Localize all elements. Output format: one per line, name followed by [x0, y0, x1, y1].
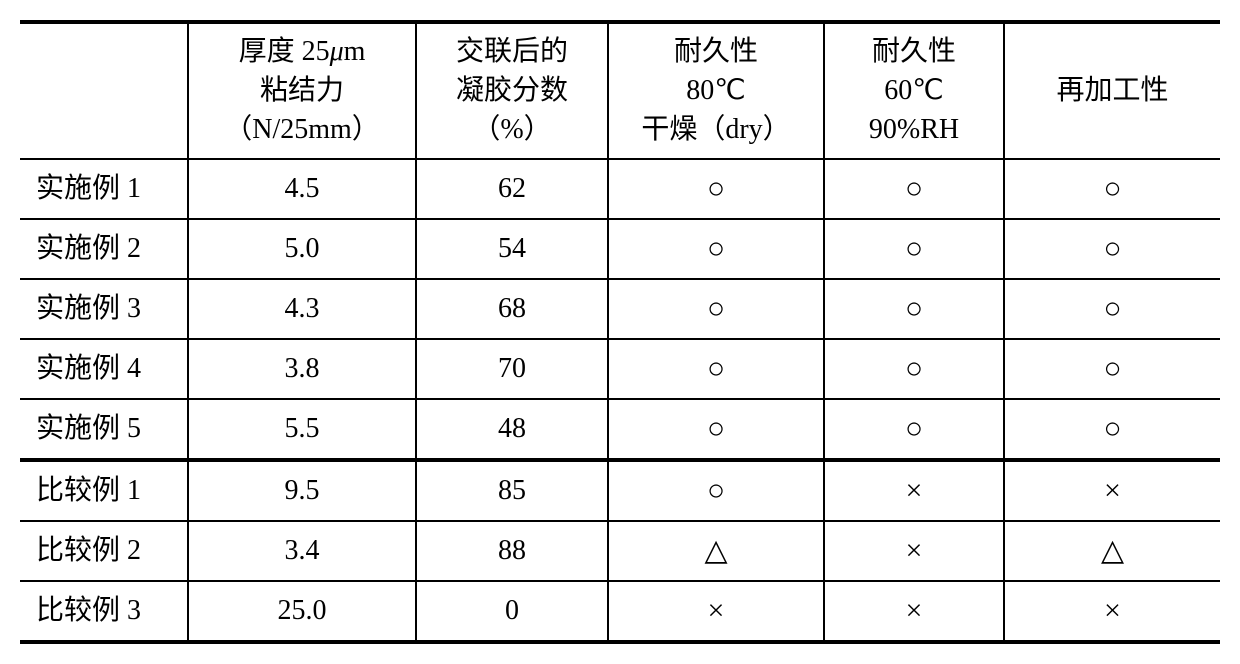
row-label: 比较例 3 [20, 581, 188, 642]
header-durability-80c: 耐久性 80℃ 干燥（dry） [608, 22, 824, 159]
cell-value: × [824, 521, 1004, 581]
cell-value: ○ [824, 339, 1004, 399]
status-symbol: × [906, 474, 923, 507]
status-symbol: △ [1101, 534, 1124, 567]
cell-value: 0 [416, 581, 608, 642]
status-symbol: ○ [1103, 292, 1121, 325]
status-symbol: ○ [707, 172, 725, 205]
status-symbol: × [906, 534, 923, 567]
status-symbol: ○ [905, 412, 923, 445]
cell-value: × [824, 581, 1004, 642]
cell-value: 4.5 [188, 159, 416, 219]
status-symbol: ○ [1103, 232, 1121, 265]
cell-value: × [824, 460, 1004, 521]
cell-value: △ [608, 521, 824, 581]
status-symbol: ○ [1103, 172, 1121, 205]
cell-value: ○ [1004, 339, 1220, 399]
cell-value: 48 [416, 399, 608, 460]
cell-value: 62 [416, 159, 608, 219]
cell-value: ○ [608, 219, 824, 279]
status-symbol: × [1104, 594, 1121, 627]
cell-value: × [1004, 460, 1220, 521]
status-symbol: ○ [905, 232, 923, 265]
header-thickness-line3: （N/25mm） [201, 110, 403, 149]
cell-value: 3.8 [188, 339, 416, 399]
cell-value: ○ [608, 279, 824, 339]
status-symbol: ○ [905, 292, 923, 325]
cell-value: ○ [1004, 219, 1220, 279]
cell-value: 9.5 [188, 460, 416, 521]
header-gel-fraction: 交联后的 凝胶分数 （%） [416, 22, 608, 159]
cell-value: 4.3 [188, 279, 416, 339]
status-symbol: ○ [707, 352, 725, 385]
row-label: 实施例 2 [20, 219, 188, 279]
cell-value: ○ [608, 460, 824, 521]
cell-value: 25.0 [188, 581, 416, 642]
header-reworkability: 再加工性 [1004, 22, 1220, 159]
table-body: 实施例 14.562○○○实施例 25.054○○○实施例 34.368○○○实… [20, 159, 1220, 642]
table-row: 实施例 14.562 ○ ○ ○ [20, 159, 1220, 219]
cell-value: 3.4 [188, 521, 416, 581]
status-symbol: ○ [1103, 412, 1121, 445]
status-symbol: ○ [707, 412, 725, 445]
status-symbol: ○ [905, 172, 923, 205]
table-row: 实施例 25.054 ○ ○ ○ [20, 219, 1220, 279]
data-table-container: 厚度 25μm 粘结力 （N/25mm） 交联后的 凝胶分数 （%） 耐久性 8… [20, 20, 1220, 644]
table-row: 实施例 55.548 ○ ○ ○ [20, 399, 1220, 460]
row-label: 实施例 3 [20, 279, 188, 339]
row-label: 实施例 4 [20, 339, 188, 399]
cell-value: 68 [416, 279, 608, 339]
status-symbol: ○ [707, 292, 725, 325]
status-symbol: ○ [1103, 352, 1121, 385]
row-label: 实施例 5 [20, 399, 188, 460]
cell-value: ○ [608, 399, 824, 460]
cell-value: ○ [1004, 159, 1220, 219]
header-row: 厚度 25μm 粘结力 （N/25mm） 交联后的 凝胶分数 （%） 耐久性 8… [20, 22, 1220, 159]
cell-value: ○ [1004, 399, 1220, 460]
cell-value: 54 [416, 219, 608, 279]
table-row: 比较例 325.00 × × × [20, 581, 1220, 642]
cell-value: 85 [416, 460, 608, 521]
table-row: 实施例 34.368 ○ ○ ○ [20, 279, 1220, 339]
cell-value: ○ [824, 219, 1004, 279]
cell-value: ○ [608, 339, 824, 399]
row-label: 比较例 1 [20, 460, 188, 521]
cell-value: 70 [416, 339, 608, 399]
data-table: 厚度 25μm 粘结力 （N/25mm） 交联后的 凝胶分数 （%） 耐久性 8… [20, 20, 1220, 644]
header-durability-60c: 耐久性 60℃ 90%RH [824, 22, 1004, 159]
cell-value: 5.0 [188, 219, 416, 279]
row-label: 比较例 2 [20, 521, 188, 581]
cell-value: ○ [824, 159, 1004, 219]
cell-value: ○ [824, 399, 1004, 460]
cell-value: × [608, 581, 824, 642]
status-symbol: ○ [707, 232, 725, 265]
table-row: 实施例 43.870 ○ ○ ○ [20, 339, 1220, 399]
header-thickness-line2: 粘结力 [201, 71, 403, 110]
status-symbol: ○ [707, 474, 725, 507]
header-empty [20, 22, 188, 159]
cell-value: × [1004, 581, 1220, 642]
cell-value: △ [1004, 521, 1220, 581]
status-symbol: × [708, 594, 725, 627]
cell-value: 88 [416, 521, 608, 581]
header-thickness: 厚度 25μm 粘结力 （N/25mm） [188, 22, 416, 159]
status-symbol: × [1104, 474, 1121, 507]
cell-value: ○ [608, 159, 824, 219]
status-symbol: ○ [905, 352, 923, 385]
row-label: 实施例 1 [20, 159, 188, 219]
table-row: 比较例 19.585 ○ × × [20, 460, 1220, 521]
table-row: 比较例 23.488 △ × △ [20, 521, 1220, 581]
status-symbol: △ [704, 534, 727, 567]
cell-value: 5.5 [188, 399, 416, 460]
header-thickness-line1: 厚度 25μm [201, 32, 403, 71]
status-symbol: × [906, 594, 923, 627]
cell-value: ○ [824, 279, 1004, 339]
cell-value: ○ [1004, 279, 1220, 339]
